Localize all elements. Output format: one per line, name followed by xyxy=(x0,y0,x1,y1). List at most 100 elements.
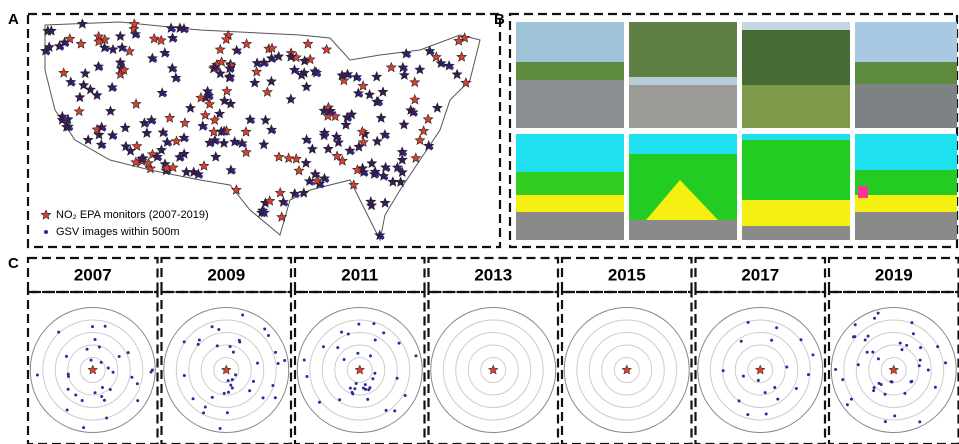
gsv-dot xyxy=(927,369,930,372)
gsv-dot xyxy=(386,135,389,138)
gsv-dot xyxy=(273,130,276,133)
gsv-dot xyxy=(262,396,265,399)
gsv-dot xyxy=(356,352,359,355)
gsv-dot xyxy=(103,399,106,402)
gsv-dot xyxy=(332,111,335,114)
figure: A B C NO₂ EPA monitors (2007-2019)GSV im… xyxy=(0,0,959,444)
gsv-dot xyxy=(177,78,180,81)
monitor-star xyxy=(756,365,766,374)
gsv-dot xyxy=(365,173,368,176)
legend-dot xyxy=(44,230,48,234)
gsv-dot xyxy=(172,29,175,32)
gsv-dot xyxy=(231,78,234,81)
gsv-dot xyxy=(305,375,308,378)
gsv-dot xyxy=(738,399,741,402)
gsv-dot xyxy=(850,398,853,401)
gsv-dot xyxy=(740,340,743,343)
gsv-dot xyxy=(336,346,339,349)
gsv-dot xyxy=(746,413,749,416)
gsv-dot xyxy=(285,203,288,206)
gsv-dot xyxy=(873,386,876,389)
year-label: 2011 xyxy=(341,265,378,284)
gsv-dot xyxy=(450,66,453,69)
gsv-dot xyxy=(918,364,921,367)
gsv-dot xyxy=(202,411,205,414)
gsv-dot xyxy=(834,368,837,371)
gsv-dot xyxy=(373,372,376,375)
gsv-dot xyxy=(217,328,220,331)
gsv-dot xyxy=(414,113,417,116)
gsv-dot xyxy=(349,387,352,390)
monitor-star xyxy=(889,365,899,374)
gsv-dot xyxy=(216,344,219,347)
gsv-dot xyxy=(106,48,109,51)
gsv-dot xyxy=(103,128,106,131)
gsv-dot xyxy=(372,322,375,325)
gsv-dot xyxy=(67,388,70,391)
gsv-dot xyxy=(164,133,167,136)
gsv-dot xyxy=(387,168,390,171)
gsv-dot xyxy=(146,124,149,127)
gsv-dot xyxy=(408,54,411,57)
gsv-dot xyxy=(866,351,869,354)
gsv-dot xyxy=(216,68,219,71)
gsv-dot xyxy=(265,63,268,66)
gsv-dot xyxy=(74,393,77,396)
gsv-dot xyxy=(232,351,235,354)
gsv-dot xyxy=(385,177,388,180)
gsv-dot xyxy=(884,393,887,396)
gsv-dot xyxy=(185,138,188,141)
monitor-star xyxy=(355,365,365,374)
gsv-dot xyxy=(81,399,84,402)
gsv-dot xyxy=(919,359,922,362)
gsv-dot xyxy=(118,355,121,358)
gsv-dot xyxy=(910,321,913,324)
gsv-dot xyxy=(226,411,229,414)
gsv-dot xyxy=(229,384,232,387)
gsv-dot xyxy=(231,69,234,72)
gsv-dot xyxy=(349,75,352,78)
legend: NO₂ EPA monitors (2007-2019)GSV images w… xyxy=(36,206,246,242)
gsv-dot xyxy=(338,398,341,401)
gsv-dot xyxy=(360,94,363,97)
gsv-dot xyxy=(103,145,106,148)
gsv-dot xyxy=(852,335,855,338)
gsv-dot xyxy=(185,29,188,32)
gsv-dot xyxy=(136,382,139,385)
gsv-dot xyxy=(227,391,230,394)
gsv-dot xyxy=(398,342,401,345)
gsv-dot xyxy=(192,397,195,400)
gsv-dot xyxy=(267,334,270,337)
gsv-dot xyxy=(404,394,407,397)
gsv-dot xyxy=(154,59,157,62)
gsv-dot xyxy=(775,326,778,329)
gsv-dot xyxy=(893,414,896,417)
gsv-dot xyxy=(867,335,870,338)
gsv-dot xyxy=(854,323,857,326)
monitor-star xyxy=(222,365,232,374)
gsv-dot xyxy=(263,328,266,331)
gsv-dot xyxy=(137,35,140,38)
gsv-dot xyxy=(873,317,876,320)
gsv-dot xyxy=(243,144,246,147)
gsv-dot xyxy=(211,396,214,399)
gsv-dot xyxy=(355,382,358,385)
gsv-dot xyxy=(248,389,251,392)
gsv-dot xyxy=(66,409,69,412)
gsv-dot xyxy=(340,331,343,334)
gsv-dot xyxy=(211,143,214,146)
monitor-star xyxy=(489,365,499,374)
gsv-dot xyxy=(100,395,103,398)
gsv-dot xyxy=(393,409,396,412)
gsv-dot xyxy=(785,365,788,368)
gsv-dot xyxy=(918,420,921,423)
gsv-dot xyxy=(104,325,107,328)
gsv-dot xyxy=(910,380,913,383)
gsv-dot xyxy=(100,361,103,364)
gsv-dot xyxy=(151,368,154,371)
gsv-dot xyxy=(274,351,277,354)
gsv-dot xyxy=(404,153,407,156)
gsv-dot xyxy=(64,117,67,120)
gsv-dot xyxy=(65,355,68,358)
gsv-dot xyxy=(899,342,902,345)
